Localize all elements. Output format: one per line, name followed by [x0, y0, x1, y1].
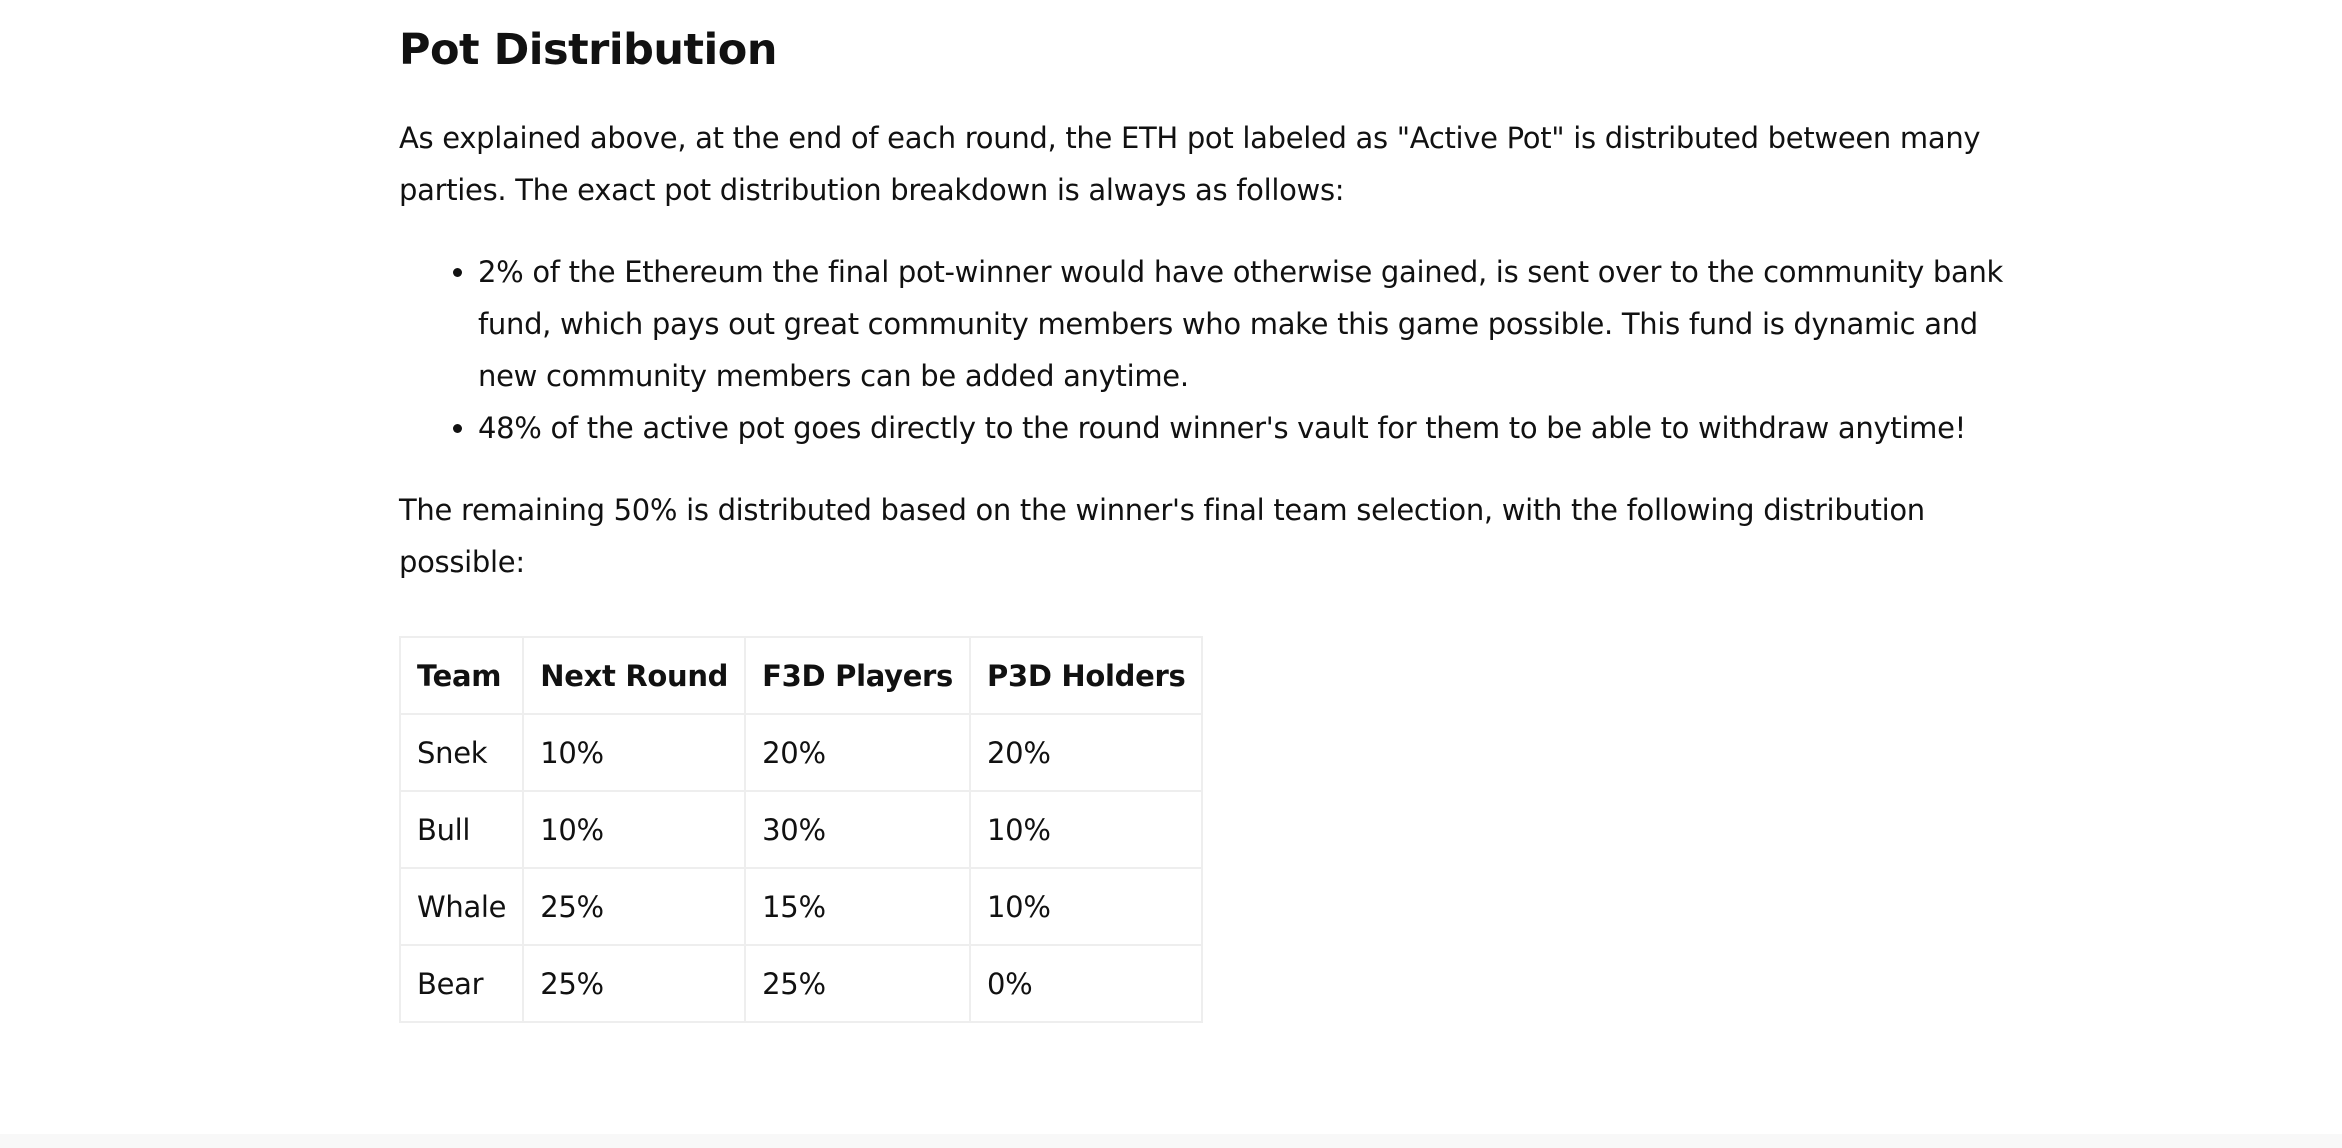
table-row: Whale 25% 15% 10% — [398, 867, 1204, 946]
list-item: 2% of the Ethereum the final pot-winner … — [478, 246, 2009, 402]
table-row: Bear 25% 25% 0% — [398, 944, 1204, 1023]
cell: 10% — [522, 713, 747, 792]
cell: 25% — [522, 944, 747, 1023]
section-heading: Pot Distribution — [399, 25, 777, 75]
cell: 20% — [744, 713, 972, 792]
page-bottom-band — [0, 1134, 2342, 1148]
table-row: Snek 10% 20% 20% — [398, 713, 1204, 792]
cell: 20% — [969, 713, 1204, 792]
cell: Bull — [398, 790, 525, 869]
cell: Bear — [398, 944, 525, 1023]
header-p3d-holders: P3D Holders — [969, 636, 1204, 715]
article-content: Pot Distribution As explained above, at … — [398, 18, 2009, 1023]
header-f3d-players: F3D Players — [744, 636, 972, 715]
cell: Whale — [398, 867, 525, 946]
cell: 15% — [744, 867, 972, 946]
header-team: Team — [398, 636, 525, 715]
cell: 30% — [744, 790, 972, 869]
cell: 10% — [969, 790, 1204, 869]
intro-paragraph: As explained above, at the end of each r… — [399, 121, 1981, 207]
table-header-row: Team Next Round F3D Players P3D Holders — [398, 636, 1204, 715]
cell: 25% — [522, 867, 747, 946]
cell: 10% — [969, 867, 1204, 946]
cell: 25% — [744, 944, 972, 1023]
cell: 0% — [969, 944, 1204, 1023]
cell: Snek — [398, 713, 525, 792]
cell: 10% — [522, 790, 747, 869]
table-row: Bull 10% 30% 10% — [398, 790, 1204, 869]
team-distribution-table: Team Next Round F3D Players P3D Holders … — [398, 636, 1204, 1023]
distribution-list: 2% of the Ethereum the final pot-winner … — [399, 246, 2009, 454]
list-item: 48% of the active pot goes directly to t… — [478, 402, 2009, 454]
remaining-paragraph: The remaining 50% is distributed based o… — [399, 493, 1925, 579]
header-next-round: Next Round — [522, 636, 747, 715]
